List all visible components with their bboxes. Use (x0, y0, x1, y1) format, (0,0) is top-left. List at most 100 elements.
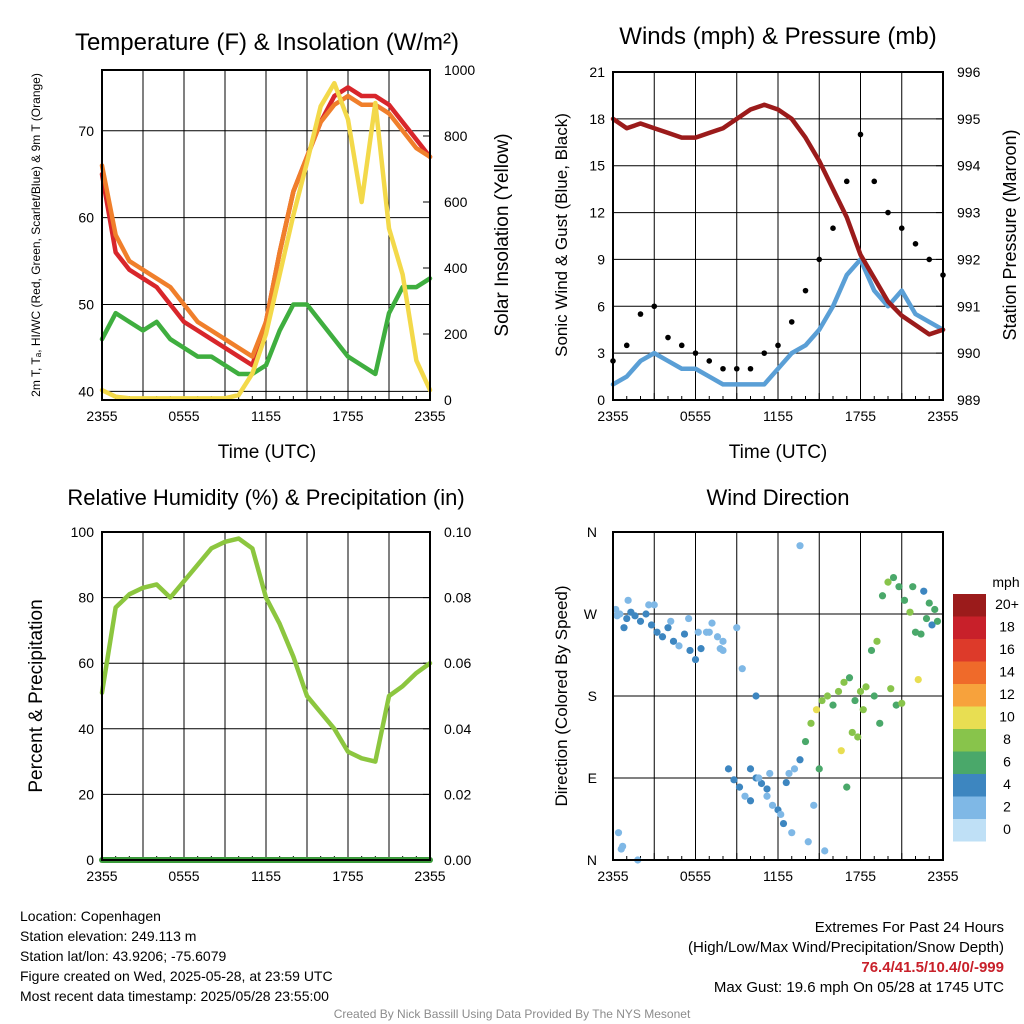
direction-point (837, 747, 845, 755)
y-tick-label-left: 50 (78, 296, 94, 312)
direction-point (920, 587, 928, 595)
direction-point (730, 776, 738, 784)
direction-point (636, 617, 645, 625)
y-tick-label-left: 0 (597, 392, 605, 408)
credit-line: Created By Nick Bassill Using Data Provi… (333, 1007, 691, 1021)
x-tick-label: 2355 (86, 868, 117, 884)
direction-point (642, 610, 650, 618)
y-tick-label-right: 0.02 (444, 786, 471, 802)
temperature-ylabel-left: 2m T, Tₐ, HI/WC (Red, Green, Scarlet/Blu… (29, 73, 43, 397)
direction-point (834, 687, 843, 696)
x-tick-label: 2355 (414, 868, 445, 884)
direction-point (653, 628, 661, 636)
direction-point (790, 765, 799, 773)
station-location: Location: Copenhagen (20, 908, 161, 924)
gust-point (830, 225, 836, 231)
gust-point (692, 350, 699, 356)
y-tick-label-right: 989 (957, 392, 981, 408)
y-tick-label-left: 0 (86, 852, 94, 868)
direction-point (746, 797, 755, 805)
x-tick-label: 1755 (845, 408, 876, 424)
winds-ylabel-right: Station Pressure (Maroon) (1000, 129, 1020, 340)
colorbar-label: 14 (999, 664, 1015, 680)
direction-point (716, 645, 724, 653)
temperature-panel: Temperature (F) & Insolation (W/m²) 2355… (29, 29, 513, 463)
temperature-xlabel: Time (UTC) (218, 442, 317, 463)
series-line-relative-humidity (99, 536, 433, 764)
winds-title: Winds (mph) & Pressure (mb) (619, 23, 936, 50)
direction-point (685, 614, 693, 623)
winds-panel: Winds (mph) & Pressure (mb) 2355 0555 1155… (552, 23, 1020, 463)
direction-point (675, 642, 683, 650)
direction-point (708, 619, 716, 627)
y-tick-label-left: 6 (597, 298, 605, 314)
colorbar-label: 8 (1003, 731, 1011, 747)
most-recent-timestamp: Most recent data timestamp: 2025/05/28 2… (20, 988, 329, 1004)
direction-point (782, 778, 790, 787)
direction-point (713, 633, 722, 641)
y-tick-label-left: 15 (589, 158, 605, 174)
direction-point (900, 596, 909, 604)
x-tick-label: 2355 (597, 868, 628, 884)
direction-point (848, 728, 856, 737)
y-tick-label-right: 994 (957, 158, 981, 174)
y-tick-label-left: 3 (597, 345, 605, 361)
gust-point (843, 178, 850, 185)
direction-point (680, 630, 689, 638)
colorbar-swatch (953, 774, 986, 797)
direction-point (613, 612, 621, 620)
x-tick-label: 0555 (680, 408, 711, 424)
x-tick-label: 1155 (763, 408, 793, 424)
colorbar-unit: mph (992, 574, 1019, 590)
gust-point (706, 358, 713, 364)
y-tick-label-right: 991 (957, 298, 981, 314)
y-tick-label-right: 800 (444, 128, 468, 144)
direction-point (620, 624, 628, 632)
direction-point (788, 829, 796, 837)
y-tick-label-left: 80 (78, 590, 94, 606)
colorbar-swatch (953, 661, 986, 684)
y-tick-label-left: 20 (78, 786, 94, 802)
colorbar-swatch (953, 819, 986, 842)
colorbar-label: 0 (1003, 821, 1011, 837)
gust-point (623, 342, 630, 349)
direction-point (697, 645, 705, 653)
gust-point (857, 131, 864, 138)
y-tick-label-left: 40 (78, 721, 94, 737)
humidity-title: Relative Humidity (%) & Precipitation (i… (67, 485, 464, 510)
y-tick-label-direction: S (588, 688, 597, 704)
direction-point (922, 614, 931, 623)
humidity-ylabel-left: Percent & Precipitation (26, 599, 47, 792)
direction-point (624, 596, 632, 604)
direction-point (804, 838, 812, 846)
gust-point (665, 334, 671, 341)
direction-point (741, 792, 749, 800)
direction-point (898, 699, 906, 707)
y-tick-label-right: 0.08 (444, 590, 471, 606)
x-tick-label: 2355 (927, 868, 958, 884)
temperature-ylabel-right: Solar Insolation (Yellow) (492, 133, 513, 336)
direction-point (755, 774, 763, 782)
direction-point (878, 592, 887, 600)
y-tick-label-direction: N (587, 524, 597, 540)
direction-point (928, 621, 936, 629)
colorbar-label: 12 (999, 686, 1015, 702)
winds-plot-frame (612, 71, 944, 401)
series-line-dew-point (99, 276, 433, 377)
direction-point (650, 601, 658, 609)
direction-point (757, 779, 766, 788)
direction-point (686, 646, 694, 655)
colorbar-swatch (953, 594, 986, 617)
direction-point (892, 701, 900, 709)
direction-point (876, 719, 884, 727)
direction-point (911, 628, 920, 636)
y-tick-label-right: 993 (957, 205, 981, 221)
direction-point (623, 614, 631, 623)
winds-ylabel-left: Sonic Wind & Gust (Blue, Black) (552, 113, 571, 357)
direction-point (925, 599, 933, 607)
direction-point (763, 792, 771, 800)
gust-point (720, 365, 726, 372)
gust-point (761, 350, 768, 356)
y-tick-label-right: 0 (444, 392, 452, 408)
colorbar-label: 16 (999, 641, 1015, 657)
